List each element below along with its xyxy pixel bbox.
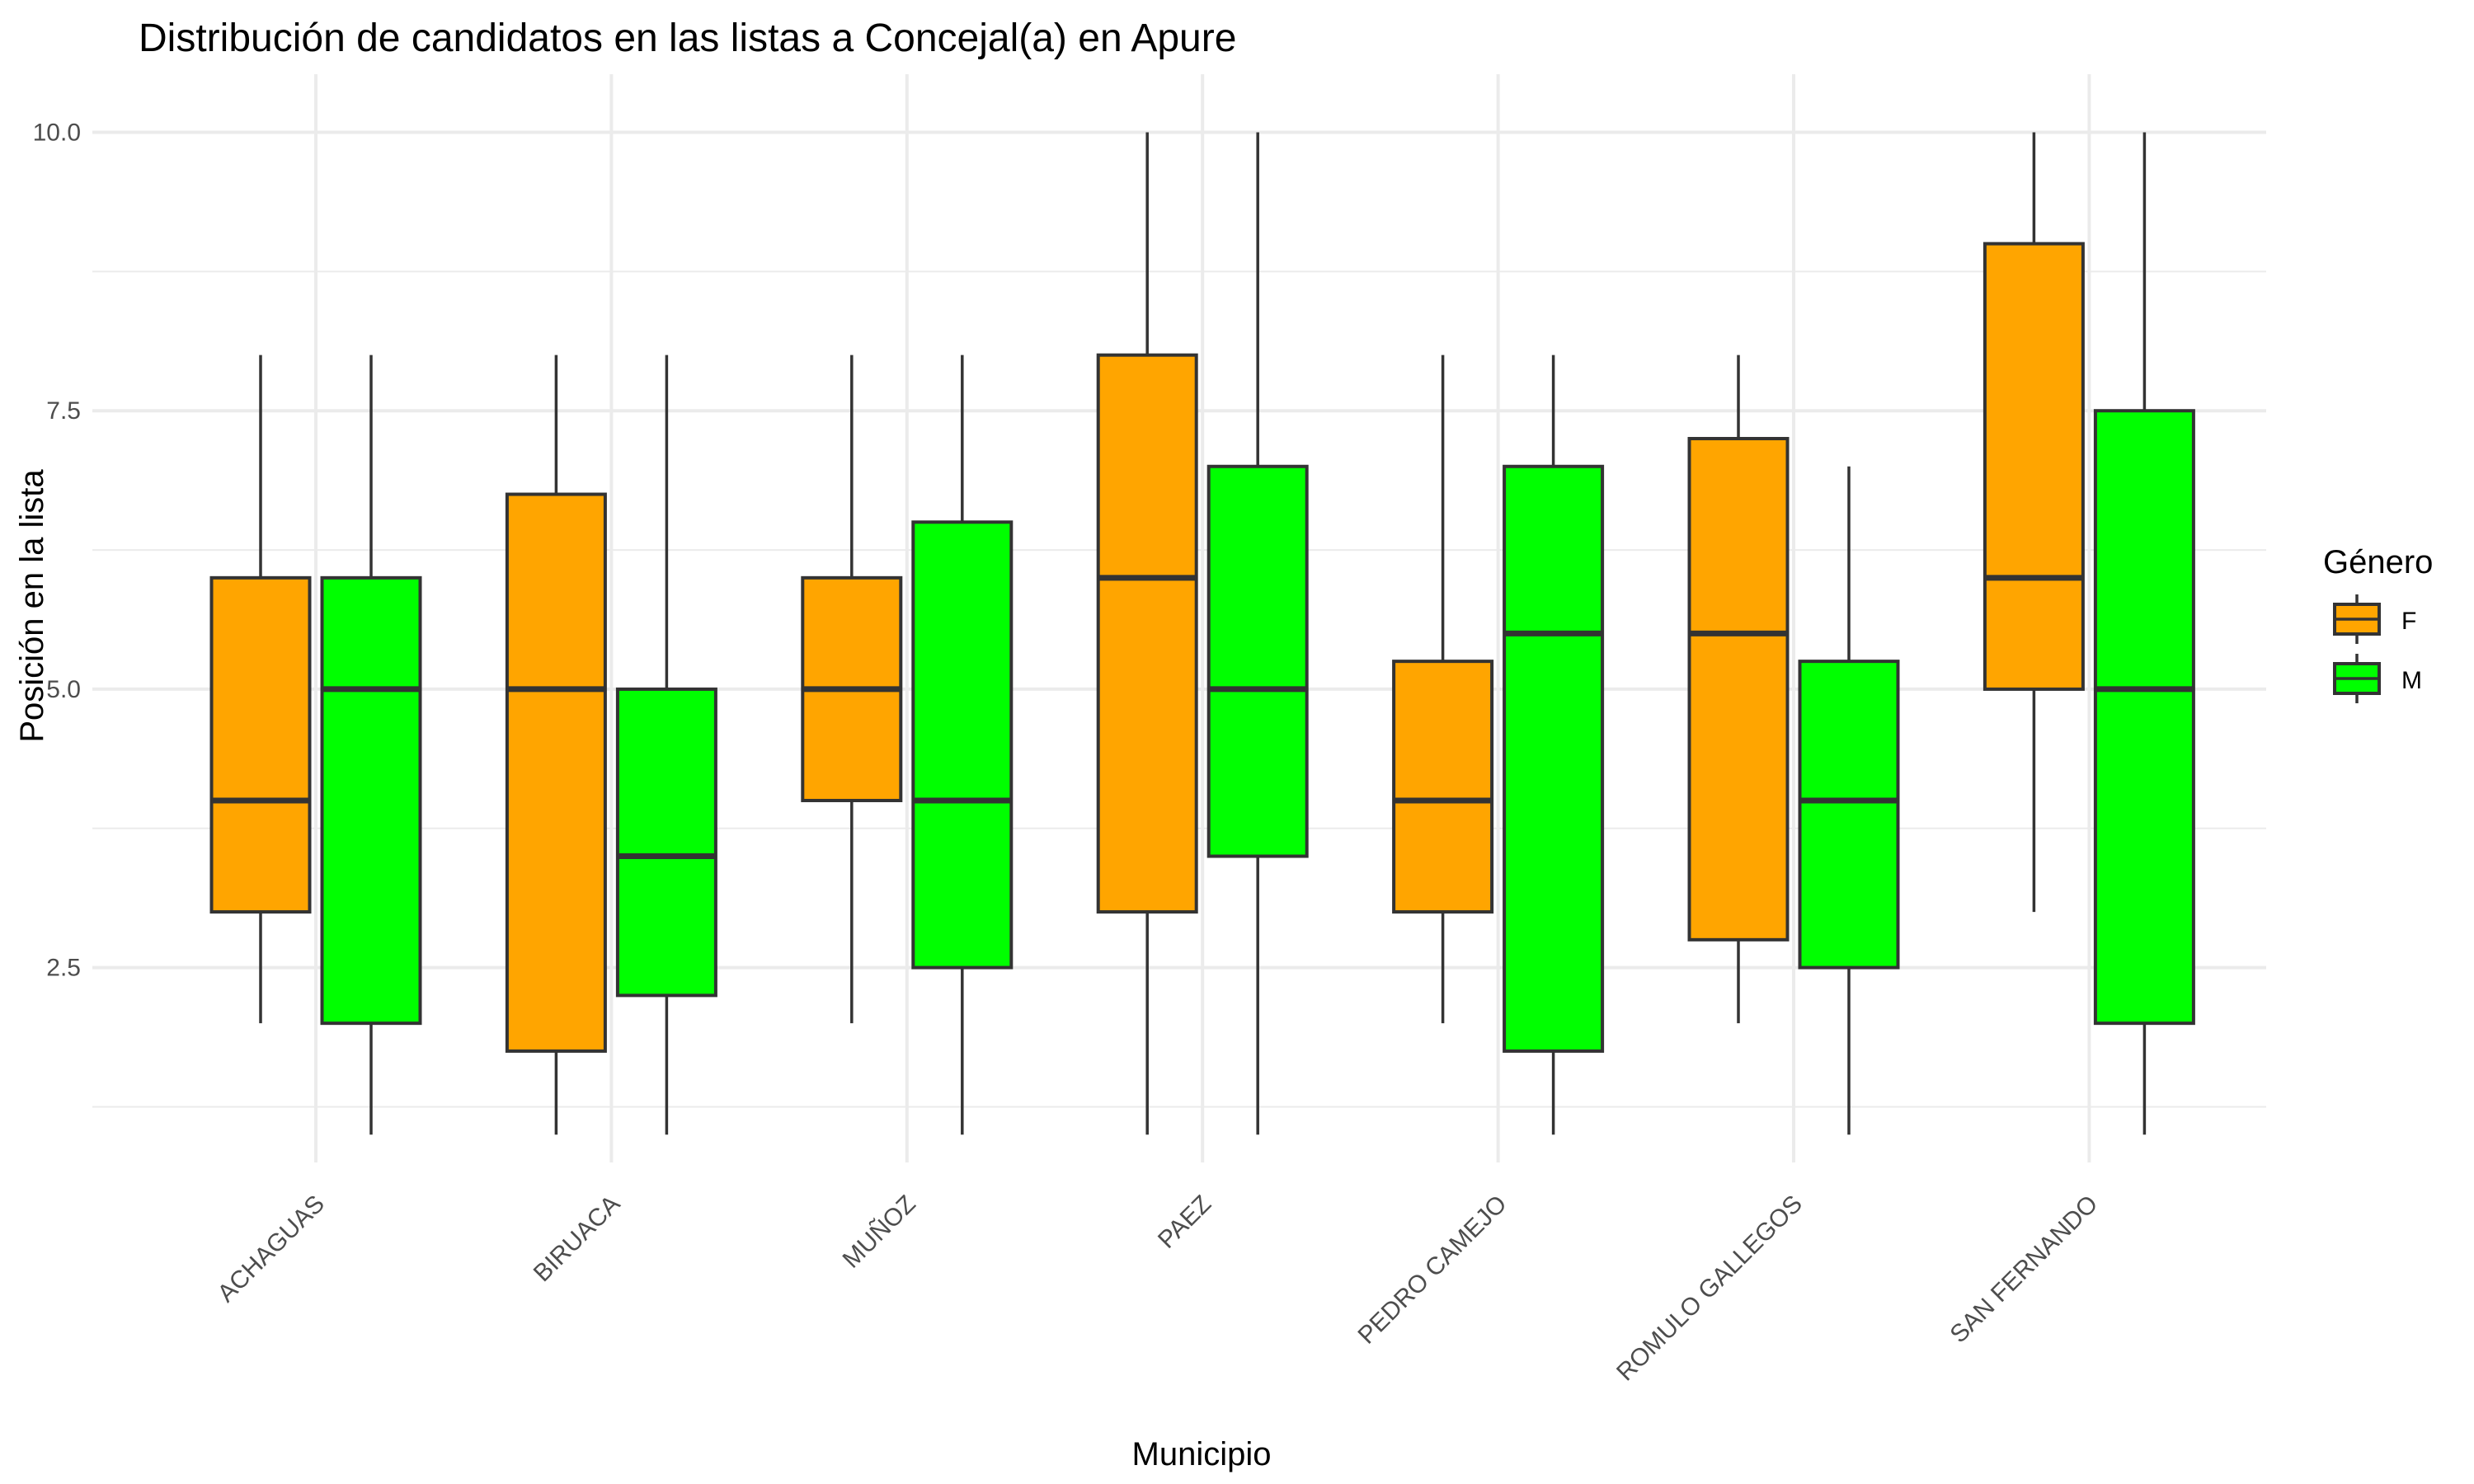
legend-label: F [2401,608,2416,635]
y-axis-ticks: 2.5 5.0 7.5 10.0 [33,120,81,982]
legend-item-F: F [2333,594,2416,644]
x-tick-label: PEDRO CAMEJO [1352,1190,1512,1350]
x-tick-label: MUÑOZ [837,1190,921,1274]
y-tick-label: 7.5 [46,397,81,425]
box-M-SAN FERNANDO [2093,132,2195,1135]
x-tick-label: PAEZ [1153,1190,1216,1254]
box-iqr [320,575,422,1026]
box-M-PAEZ [1206,132,1309,1135]
box-iqr [1687,436,1790,942]
chart-title: Distribución de candidatos en las listas… [139,16,1236,60]
box-M-PEDRO CAMEJO [1503,355,1605,1135]
box-iqr [1503,464,1605,1053]
box-M-ROMULO GALLEGOS [1798,466,1900,1135]
boxes [209,132,2195,1135]
x-axis-title: Municipio [1132,1436,1272,1472]
x-tick-label: ACHAGUAS [213,1190,330,1308]
y-tick-label: 10.0 [33,120,81,147]
legend-label: M [2401,667,2422,694]
box-iqr [2093,409,2195,1026]
box-iqr [615,687,717,998]
y-tick-label: 5.0 [46,676,81,703]
legend-title: Género [2323,544,2433,580]
box-F-MUÑOZ [801,355,903,1024]
box-iqr [1982,242,2085,691]
box-F-SAN FERNANDO [1982,132,2085,913]
box-M-BIRUACA [615,355,717,1135]
box-F-PEDRO CAMEJO [1392,355,1494,1024]
box-iqr [1206,464,1309,858]
box-F-ROMULO GALLEGOS [1687,355,1790,1024]
box-F-PAEZ [1096,132,1198,1135]
box-M-ACHAGUAS [320,355,422,1135]
x-axis-ticks: ACHAGUAS BIRUACA MUÑOZ PAEZ PEDRO CAMEJO ROMU… [213,1190,2104,1387]
box-F-BIRUACA [505,355,607,1135]
legend: Género F M [2323,544,2433,703]
box-iqr [911,520,1014,970]
box-F-ACHAGUAS [209,355,312,1024]
y-axis-title: Posición en la lista [14,469,50,743]
box-iqr [1392,660,1494,914]
x-tick-label: BIRUACA [529,1190,626,1288]
box-iqr [505,492,607,1053]
x-tick-label: ROMULO GALLEGOS [1611,1190,1808,1387]
legend-item-M: M [2333,654,2422,703]
box-M-MUÑOZ [911,355,1014,1135]
box-iqr [209,575,312,914]
box-iqr [1798,660,1900,970]
x-tick-label: SAN FERNANDO [1945,1190,2103,1349]
y-tick-label: 2.5 [46,955,81,982]
box-iqr [1096,353,1198,914]
